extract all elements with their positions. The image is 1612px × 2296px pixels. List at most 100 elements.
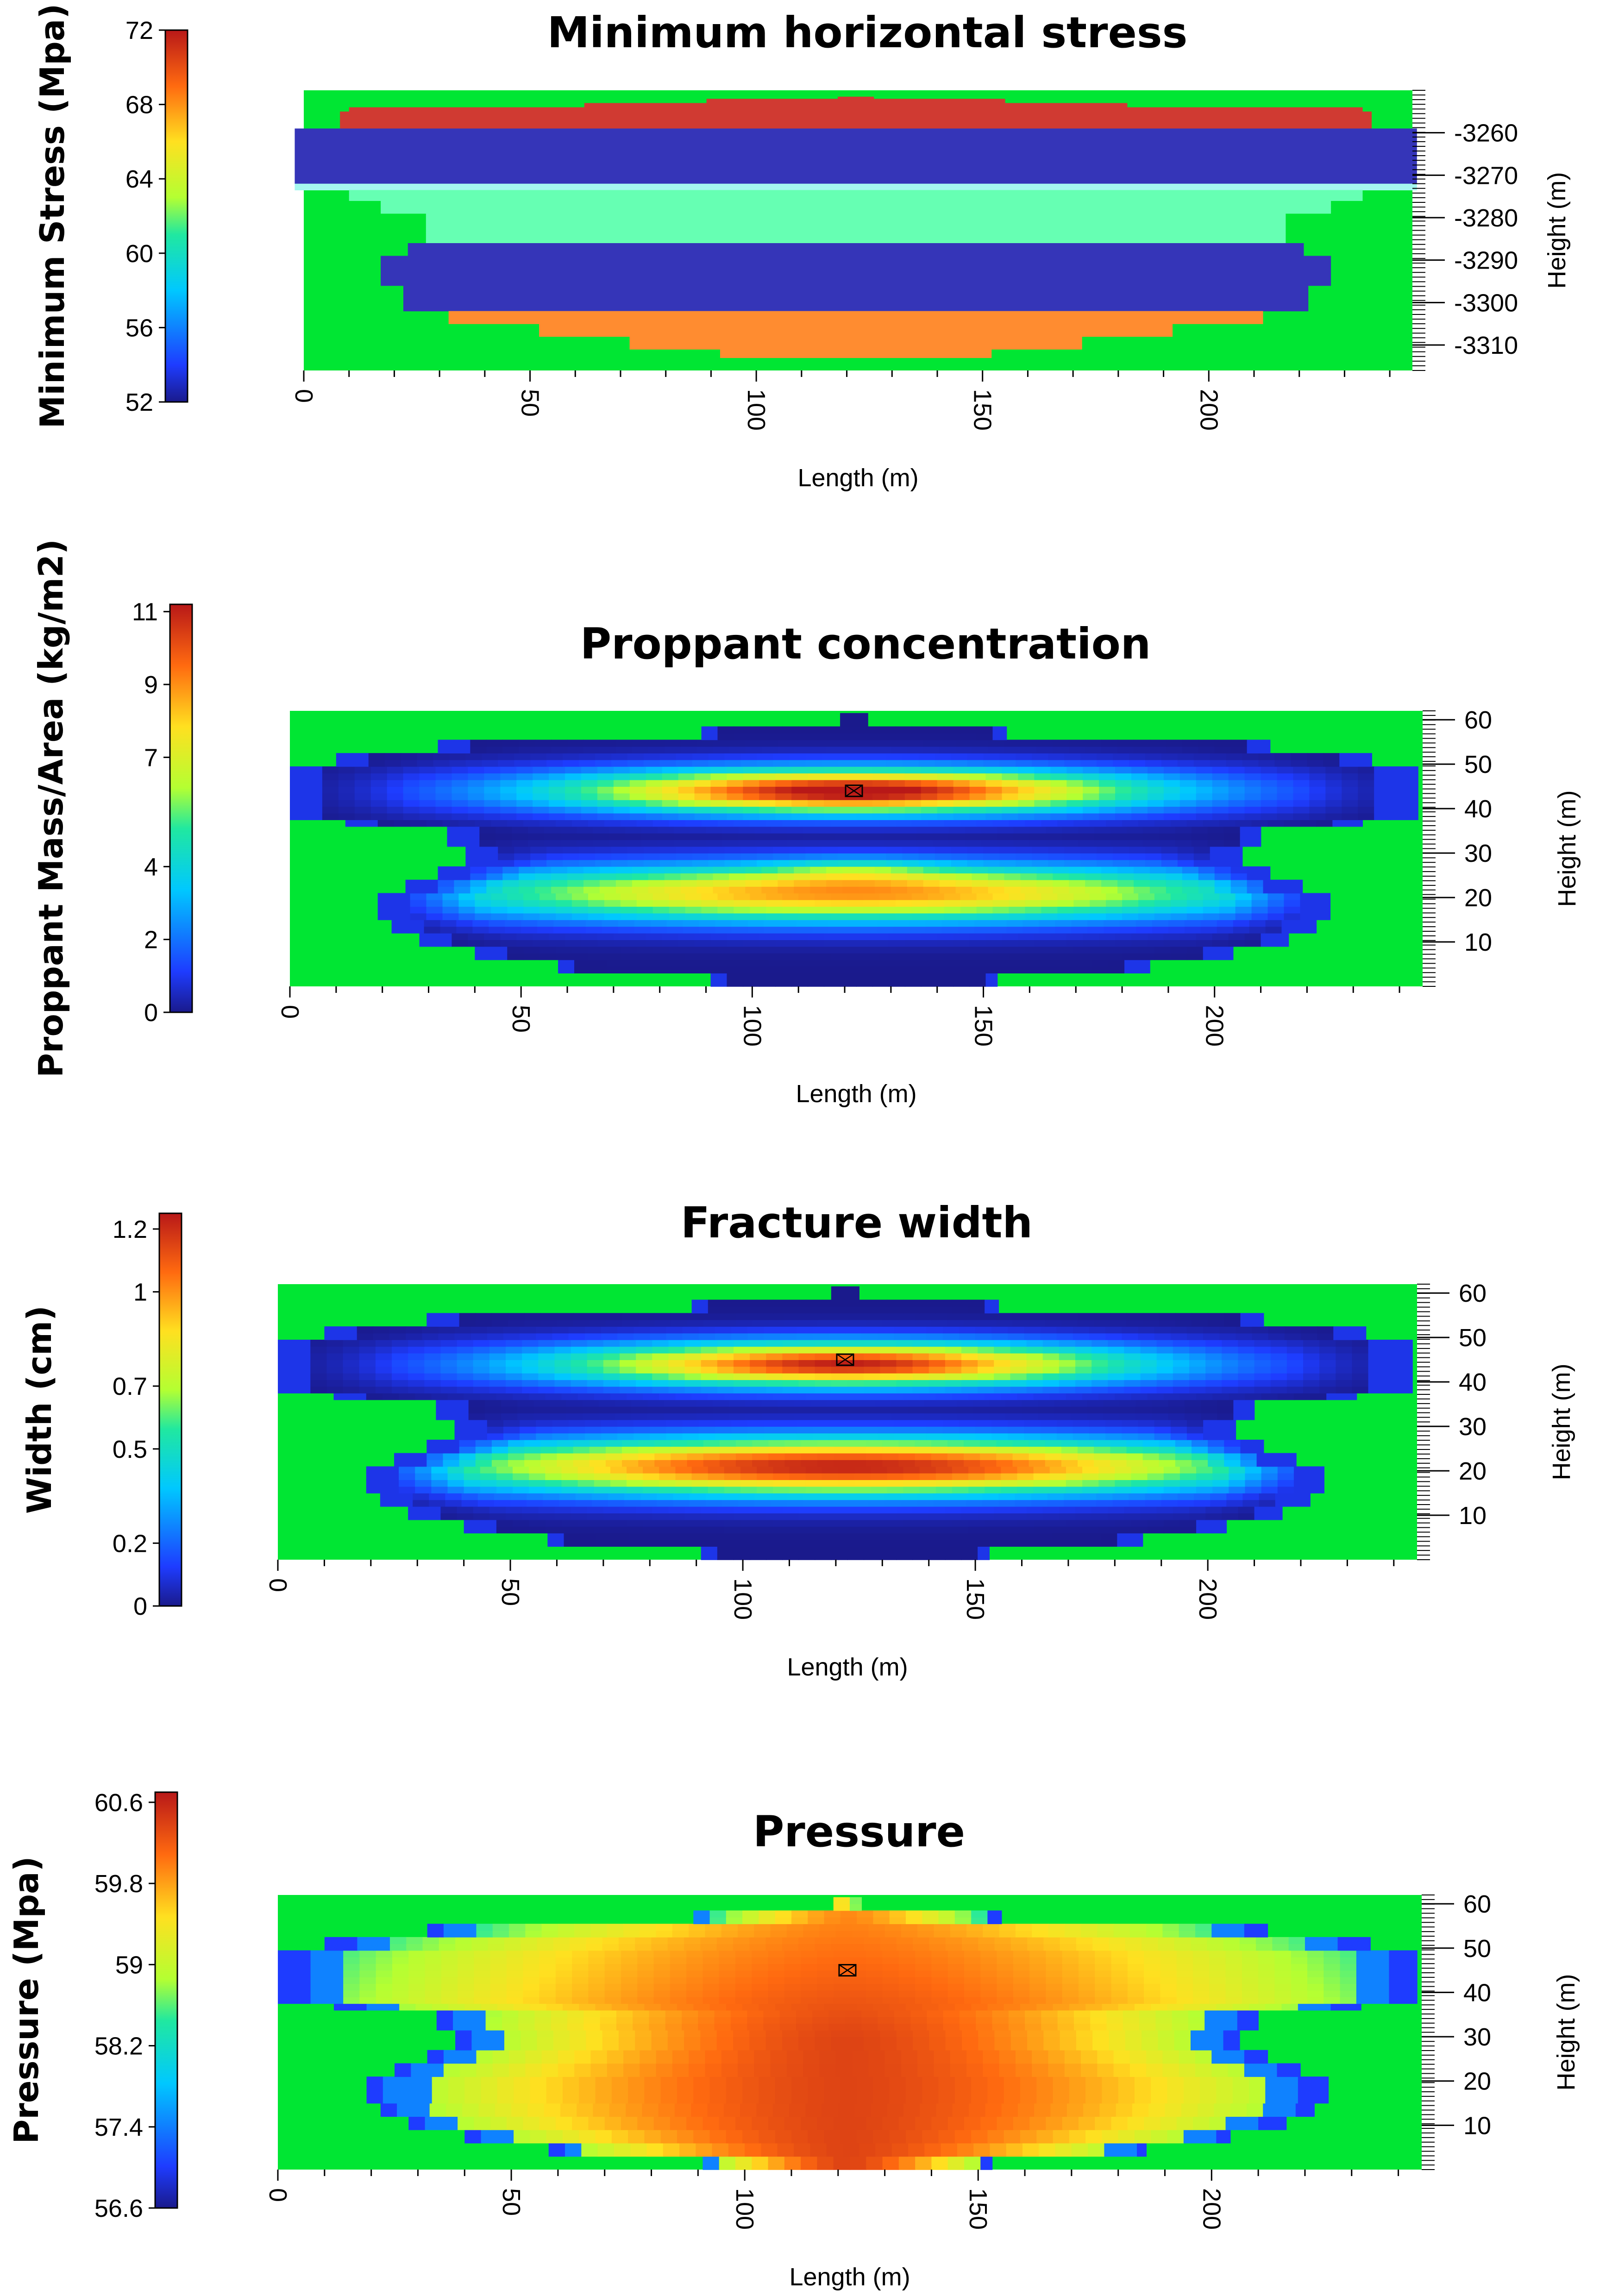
heatmap-cell	[636, 1513, 653, 1520]
heatmap-cell	[1066, 1526, 1083, 1534]
heatmap-cell	[898, 2123, 916, 2130]
heatmap-cell	[452, 1413, 469, 1420]
heatmap-cell	[646, 766, 663, 774]
heatmap-cell	[738, 833, 755, 841]
heatmap-cell	[403, 766, 420, 774]
heatmap-cell	[773, 1306, 790, 1314]
heatmap-cell	[778, 1399, 795, 1407]
heatmap-cell	[887, 1306, 904, 1314]
heatmap-cell	[1159, 840, 1176, 847]
heatmap-cell	[627, 1393, 644, 1400]
heatmap-cell	[634, 1333, 651, 1340]
heatmap-cell	[1358, 793, 1374, 800]
heatmap-cell	[1317, 1326, 1334, 1334]
heatmap-cell	[643, 1486, 660, 1493]
x-tick-label: 50	[516, 389, 544, 417]
heatmap-cell	[491, 953, 508, 960]
heatmap-cell	[1154, 820, 1171, 827]
heatmap-cell	[874, 746, 891, 753]
heatmap-cell	[1203, 899, 1220, 907]
heatmap-cell	[662, 940, 679, 947]
heatmap-cell	[1374, 766, 1391, 774]
heatmap-cell	[652, 1380, 669, 1387]
heatmap-cell	[408, 2116, 426, 2124]
heatmap-cell	[1163, 773, 1180, 780]
heatmap-cell	[815, 1380, 832, 1387]
heatmap-cell	[912, 1553, 929, 1560]
heatmap-cell	[1244, 766, 1261, 774]
heatmap-cell	[798, 1513, 815, 1520]
heatmap-cell	[907, 879, 924, 887]
heatmap-cell	[1179, 786, 1197, 794]
heatmap-cell	[1258, 2123, 1275, 2130]
heatmap-cell	[468, 793, 485, 800]
heatmap-cell	[1035, 1539, 1053, 1547]
heatmap-cell	[587, 1380, 604, 1387]
heatmap-cell	[581, 2143, 598, 2150]
heatmap-cell	[678, 793, 695, 800]
heatmap-cell	[1029, 1446, 1046, 1454]
heatmap-cell	[838, 853, 854, 860]
heatmap-cell	[734, 1546, 750, 1554]
heatmap-cell	[516, 786, 533, 794]
heatmap-cell	[859, 1413, 876, 1420]
heatmap-cell	[465, 759, 483, 767]
heatmap-cell	[708, 753, 725, 760]
heatmap-cell	[798, 893, 815, 900]
heatmap-cell	[937, 766, 954, 774]
heatmap-cell	[290, 799, 307, 807]
heatmap-cell	[1001, 1473, 1018, 1480]
heatmap-cell	[310, 1380, 327, 1387]
heatmap-cell	[775, 973, 792, 980]
heatmap-cell	[908, 1406, 925, 1414]
heatmap-cell	[352, 753, 369, 760]
heatmap-cell	[738, 1499, 755, 1507]
heatmap-cell	[822, 1480, 839, 1487]
heatmap-cell	[620, 1386, 636, 1393]
heatmap-cell	[1115, 766, 1132, 774]
heatmap-cell	[1251, 906, 1268, 914]
heatmap-cell	[1005, 1399, 1022, 1407]
heatmap-cell	[1175, 1313, 1192, 1320]
heatmap-cell	[1203, 1333, 1220, 1340]
heatmap-cell	[1036, 886, 1054, 894]
heatmap-cell	[457, 1360, 474, 1367]
heatmap-cell	[866, 2123, 883, 2130]
heatmap-cell	[997, 2116, 1014, 2124]
heatmap-cell	[503, 1426, 520, 1434]
heatmap-cell	[1034, 766, 1051, 774]
heatmap-cell	[1173, 1373, 1190, 1380]
heatmap-cell	[458, 899, 476, 907]
heatmap-cell	[937, 813, 954, 820]
heatmap-cell	[473, 1373, 490, 1380]
heatmap-cell	[322, 766, 339, 774]
heatmap-cell	[1368, 1386, 1385, 1393]
heatmap-cell	[496, 1526, 513, 1534]
heatmap-cell	[598, 1399, 615, 1407]
heatmap-cell	[361, 820, 378, 827]
heatmap-cell	[1034, 799, 1051, 807]
heatmap-cell	[478, 2109, 496, 2117]
heatmap-cell	[580, 1539, 597, 1547]
heatmap-cell	[955, 740, 972, 747]
heatmap-cell	[815, 1346, 832, 1354]
heatmap-cell	[654, 1439, 671, 1447]
heatmap-cell	[724, 1486, 741, 1493]
heatmap-cell	[857, 2136, 874, 2144]
heatmap-cell	[1099, 793, 1116, 800]
heatmap-cell	[1002, 779, 1019, 787]
heatmap-cell	[886, 759, 903, 767]
heatmap-cell	[978, 1553, 990, 1560]
heatmap-cell	[452, 1399, 469, 1407]
heatmap-cell	[847, 1293, 859, 1300]
heatmap-cell	[745, 886, 762, 894]
heatmap-cell	[852, 840, 868, 847]
heatmap-cell	[978, 1346, 995, 1354]
heatmap-cell	[750, 1353, 767, 1360]
heatmap-cell	[294, 1360, 311, 1367]
layer-lower-barrier	[403, 285, 1309, 288]
heatmap-cell	[594, 1480, 611, 1487]
heatmap-cell	[571, 1380, 588, 1387]
heatmap-cell	[782, 893, 799, 900]
heatmap-cell	[1024, 1326, 1041, 1334]
